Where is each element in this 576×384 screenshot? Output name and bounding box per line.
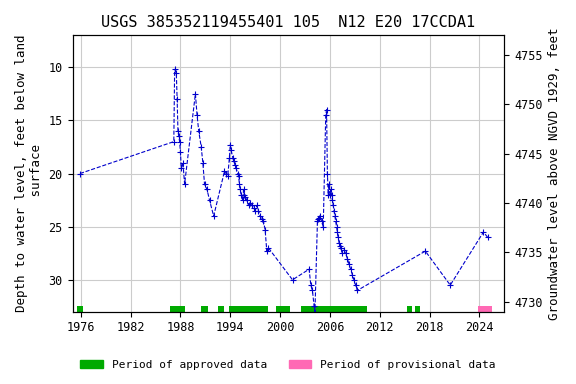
- Y-axis label: Groundwater level above NGVD 1929, feet: Groundwater level above NGVD 1929, feet: [548, 27, 561, 320]
- Title: USGS 385352119455401 105  N12 E20 17CCDA1: USGS 385352119455401 105 N12 E20 17CCDA1: [101, 15, 475, 30]
- Bar: [170, 306, 184, 312]
- Legend: Period of approved data, Period of provisional data: Period of approved data, Period of provi…: [76, 356, 500, 375]
- Y-axis label: Depth to water level, feet below land
 surface: Depth to water level, feet below land su…: [15, 35, 43, 312]
- Bar: [415, 306, 420, 312]
- Bar: [77, 306, 84, 312]
- Bar: [201, 306, 208, 312]
- Bar: [276, 306, 290, 312]
- Bar: [229, 306, 268, 312]
- Bar: [478, 306, 492, 312]
- Bar: [218, 306, 223, 312]
- Bar: [301, 306, 367, 312]
- Bar: [407, 306, 412, 312]
